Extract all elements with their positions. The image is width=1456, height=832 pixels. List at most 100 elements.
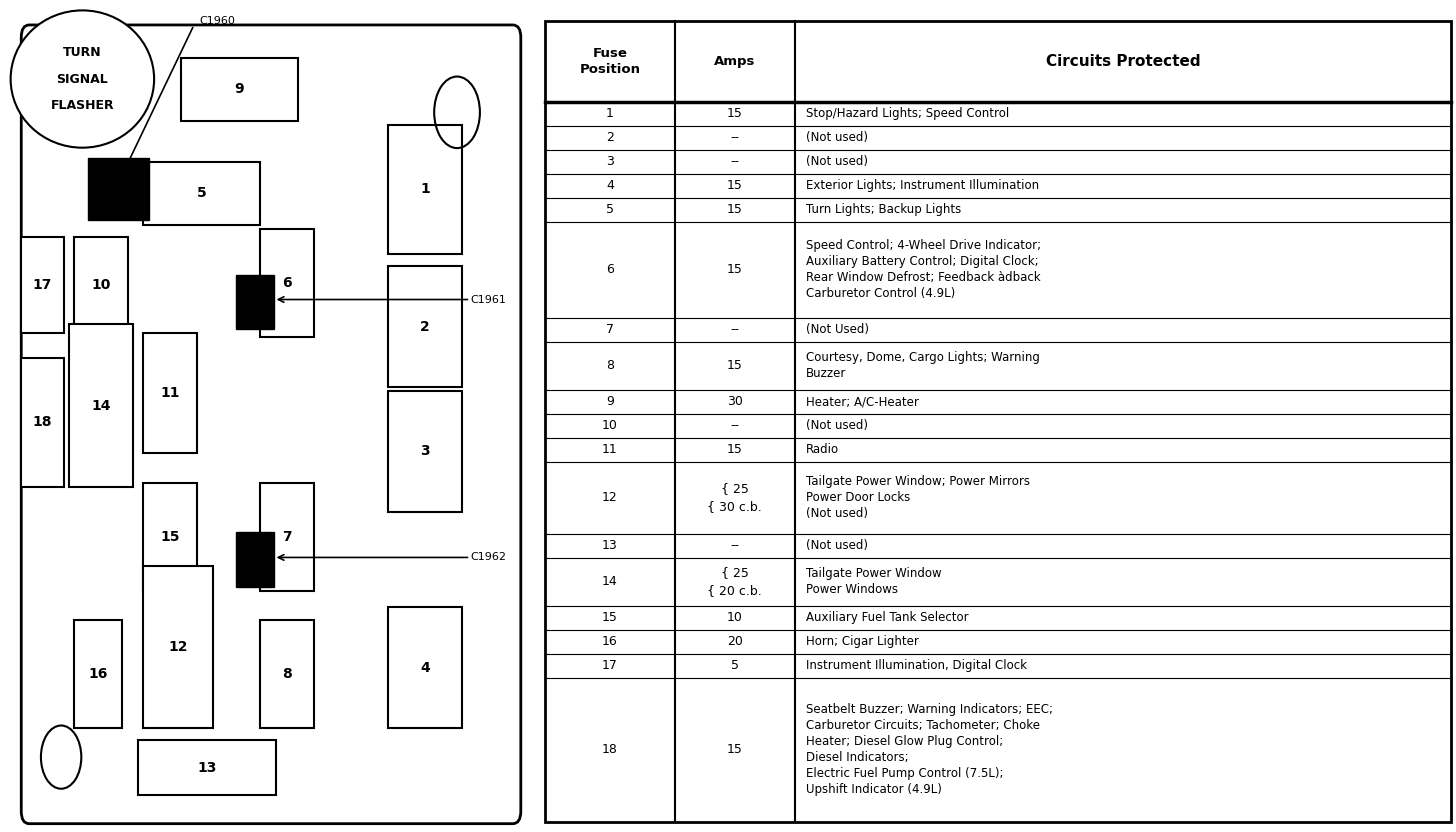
Text: 12: 12 xyxy=(169,640,188,654)
Text: (Not used): (Not used) xyxy=(807,539,868,552)
Bar xyxy=(22,358,64,487)
Text: 3: 3 xyxy=(606,155,614,168)
Text: (Not used): (Not used) xyxy=(807,419,868,433)
Text: (Not used): (Not used) xyxy=(807,155,868,168)
Bar xyxy=(236,275,274,329)
Text: Exterior Lights; Instrument Illumination: Exterior Lights; Instrument Illumination xyxy=(807,179,1040,192)
Text: 13: 13 xyxy=(198,760,217,775)
Text: 10: 10 xyxy=(603,419,617,433)
Bar xyxy=(387,266,463,387)
Text: Tailgate Power Window
Power Windows: Tailgate Power Window Power Windows xyxy=(807,567,942,597)
Text: 17: 17 xyxy=(33,278,52,292)
Bar xyxy=(144,333,197,453)
Bar xyxy=(181,58,297,121)
Text: 8: 8 xyxy=(606,359,614,372)
Text: 15: 15 xyxy=(727,263,743,276)
Bar xyxy=(144,162,261,225)
Text: 5: 5 xyxy=(197,186,207,201)
Text: 15: 15 xyxy=(727,179,743,192)
Bar xyxy=(387,125,463,254)
Text: 14: 14 xyxy=(92,399,111,413)
Text: 1: 1 xyxy=(421,182,430,196)
Text: Instrument Illumination, Digital Clock: Instrument Illumination, Digital Clock xyxy=(807,660,1026,672)
Text: 11: 11 xyxy=(603,443,617,456)
Text: 16: 16 xyxy=(603,636,617,648)
Text: --: -- xyxy=(731,539,740,552)
Text: 5: 5 xyxy=(731,660,738,672)
Bar xyxy=(387,607,463,728)
Ellipse shape xyxy=(10,10,154,147)
Text: 15: 15 xyxy=(727,443,743,456)
Text: 30: 30 xyxy=(727,395,743,409)
Text: 15: 15 xyxy=(727,203,743,216)
Text: (Not used): (Not used) xyxy=(807,131,868,144)
Text: 18: 18 xyxy=(603,744,617,756)
Bar xyxy=(144,483,197,591)
Text: 15: 15 xyxy=(727,107,743,120)
Text: 7: 7 xyxy=(282,530,291,543)
Bar xyxy=(138,740,277,795)
Text: 10: 10 xyxy=(727,612,743,624)
Text: (Not Used): (Not Used) xyxy=(807,323,869,336)
Text: 8: 8 xyxy=(282,667,291,681)
Text: TURN: TURN xyxy=(63,46,102,59)
Text: 10: 10 xyxy=(92,278,111,292)
Text: 16: 16 xyxy=(89,667,108,681)
Text: 2: 2 xyxy=(421,319,430,334)
Text: 11: 11 xyxy=(160,386,179,400)
Bar xyxy=(261,229,313,337)
Text: FLASHER: FLASHER xyxy=(51,99,114,112)
Text: 4: 4 xyxy=(606,179,614,192)
Text: Fuse
Position: Fuse Position xyxy=(579,47,641,76)
Text: 14: 14 xyxy=(603,576,617,588)
Bar xyxy=(68,324,132,487)
Text: Circuits Protected: Circuits Protected xyxy=(1045,53,1200,69)
Bar xyxy=(22,237,64,333)
Bar xyxy=(236,532,274,587)
Text: 4: 4 xyxy=(421,661,430,675)
Text: 18: 18 xyxy=(33,415,52,429)
Text: 15: 15 xyxy=(603,612,617,624)
Text: --: -- xyxy=(731,323,740,336)
Bar xyxy=(74,237,128,333)
Text: 6: 6 xyxy=(282,276,291,290)
Text: Seatbelt Buzzer; Warning Indicators; EEC;
Carburetor Circuits; Tachometer; Choke: Seatbelt Buzzer; Warning Indicators; EEC… xyxy=(807,704,1053,796)
Text: SIGNAL: SIGNAL xyxy=(57,72,108,86)
Text: 15: 15 xyxy=(160,530,179,543)
Text: Amps: Amps xyxy=(713,55,756,67)
Text: 3: 3 xyxy=(421,444,430,458)
Text: Stop/Hazard Lights; Speed Control: Stop/Hazard Lights; Speed Control xyxy=(807,107,1009,120)
Text: 15: 15 xyxy=(727,359,743,372)
Text: Turn Lights; Backup Lights: Turn Lights; Backup Lights xyxy=(807,203,961,216)
Text: 5: 5 xyxy=(606,203,614,216)
Text: 6: 6 xyxy=(606,263,614,276)
Text: Speed Control; 4-Wheel Drive Indicator;
Auxiliary Battery Control; Digital Clock: Speed Control; 4-Wheel Drive Indicator; … xyxy=(807,239,1041,300)
Text: C1962: C1962 xyxy=(470,552,507,562)
Text: 15: 15 xyxy=(727,744,743,756)
Text: C1961: C1961 xyxy=(470,295,507,305)
Bar xyxy=(74,620,122,728)
Bar xyxy=(144,566,213,728)
Bar xyxy=(387,391,463,512)
Text: C1960: C1960 xyxy=(199,16,236,26)
Text: --: -- xyxy=(731,155,740,168)
Bar xyxy=(261,620,313,728)
Text: Auxiliary Fuel Tank Selector: Auxiliary Fuel Tank Selector xyxy=(807,612,968,624)
Text: 1: 1 xyxy=(606,107,614,120)
Text: 7: 7 xyxy=(606,323,614,336)
Text: 9: 9 xyxy=(234,82,245,97)
Text: 9: 9 xyxy=(606,395,614,409)
Text: --: -- xyxy=(731,131,740,144)
Text: 12: 12 xyxy=(603,491,617,504)
Text: Tailgate Power Window; Power Mirrors
Power Door Locks
(Not used): Tailgate Power Window; Power Mirrors Pow… xyxy=(807,475,1029,520)
Text: 13: 13 xyxy=(603,539,617,552)
Text: { 25
{ 20 c.b.: { 25 { 20 c.b. xyxy=(708,567,763,597)
Bar xyxy=(87,158,149,220)
FancyBboxPatch shape xyxy=(22,25,521,824)
Text: { 25
{ 30 c.b.: { 25 { 30 c.b. xyxy=(708,483,763,513)
Text: Courtesy, Dome, Cargo Lights; Warning
Buzzer: Courtesy, Dome, Cargo Lights; Warning Bu… xyxy=(807,351,1040,380)
Text: 20: 20 xyxy=(727,636,743,648)
Text: Radio: Radio xyxy=(807,443,839,456)
Text: 2: 2 xyxy=(606,131,614,144)
Text: 17: 17 xyxy=(603,660,617,672)
